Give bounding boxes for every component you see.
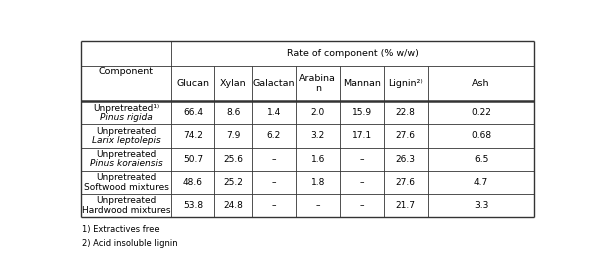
Text: 6.5: 6.5 (474, 155, 488, 164)
Text: 15.9: 15.9 (352, 108, 372, 117)
Text: 21.7: 21.7 (396, 201, 416, 210)
Text: 0.22: 0.22 (471, 108, 491, 117)
Text: Galactan: Galactan (253, 79, 295, 88)
Text: Component: Component (98, 67, 154, 76)
Text: Mannan: Mannan (343, 79, 380, 88)
Text: 1.4: 1.4 (266, 108, 281, 117)
Text: 27.6: 27.6 (396, 131, 416, 140)
Text: 17.1: 17.1 (352, 131, 372, 140)
Text: Rate of component (% w/w): Rate of component (% w/w) (287, 49, 419, 58)
Text: 8.6: 8.6 (226, 108, 240, 117)
Text: Unpretreated¹⁾: Unpretreated¹⁾ (93, 104, 159, 112)
Text: Larix leptolepis: Larix leptolepis (92, 136, 160, 145)
Text: Unpretreated: Unpretreated (96, 127, 156, 136)
Text: Pinus koraiensis: Pinus koraiensis (89, 159, 163, 169)
Text: 26.3: 26.3 (396, 155, 416, 164)
Text: 25.2: 25.2 (223, 178, 243, 187)
Text: 3.3: 3.3 (474, 201, 488, 210)
Text: 6.2: 6.2 (266, 131, 281, 140)
Text: –: – (271, 155, 276, 164)
Text: 4.7: 4.7 (474, 178, 488, 187)
Text: 25.6: 25.6 (223, 155, 243, 164)
Text: 2) Acid insoluble lignin: 2) Acid insoluble lignin (82, 239, 178, 248)
Text: 1.8: 1.8 (311, 178, 325, 187)
Text: –: – (271, 178, 276, 187)
Text: –: – (316, 201, 320, 210)
Text: Unpretreated: Unpretreated (96, 196, 156, 205)
Text: 24.8: 24.8 (223, 201, 243, 210)
Text: Softwood mixtures: Softwood mixtures (83, 182, 169, 192)
Text: 1) Extractives free: 1) Extractives free (82, 225, 160, 234)
Text: 53.8: 53.8 (183, 201, 203, 210)
Text: 74.2: 74.2 (183, 131, 203, 140)
Text: 3.2: 3.2 (311, 131, 325, 140)
Text: Hardwood mixtures: Hardwood mixtures (82, 206, 170, 215)
Text: Unpretreated: Unpretreated (96, 150, 156, 159)
Text: 7.9: 7.9 (226, 131, 240, 140)
Text: 22.8: 22.8 (396, 108, 416, 117)
Text: Glucan: Glucan (176, 79, 209, 88)
Text: –: – (271, 201, 276, 210)
Text: Unpretreated: Unpretreated (96, 173, 156, 182)
Text: 0.68: 0.68 (471, 131, 491, 140)
Text: 1.6: 1.6 (311, 155, 325, 164)
Text: 50.7: 50.7 (183, 155, 203, 164)
Text: 48.6: 48.6 (183, 178, 203, 187)
Text: –: – (359, 201, 364, 210)
Text: 66.4: 66.4 (183, 108, 203, 117)
Text: 27.6: 27.6 (396, 178, 416, 187)
Text: Arabina
n: Arabina n (299, 74, 336, 93)
Text: Ash: Ash (472, 79, 490, 88)
Text: –: – (359, 178, 364, 187)
Text: Xylan: Xylan (220, 79, 247, 88)
Text: Lignin²⁾: Lignin²⁾ (388, 79, 423, 88)
Text: –: – (359, 155, 364, 164)
Text: 2.0: 2.0 (311, 108, 325, 117)
Text: Pinus rigida: Pinus rigida (100, 113, 152, 122)
